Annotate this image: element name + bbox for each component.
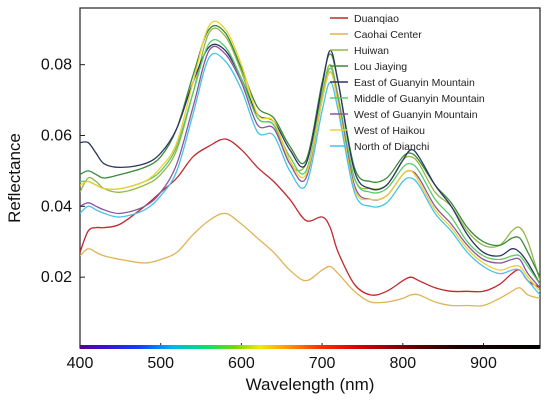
- legend-entry: Middle of Guanyin Mountain: [354, 93, 485, 105]
- legend-entry: Lou Jiaying: [354, 61, 407, 73]
- y-axis-title: Reflectance: [5, 133, 24, 223]
- x-axis-title: Wavelength (nm): [246, 375, 375, 394]
- series-line-6: [80, 38, 540, 285]
- spectrum-color-bar: [80, 345, 540, 349]
- x-tick-label: 800: [389, 355, 416, 372]
- x-tick-label: 600: [228, 355, 255, 372]
- series-line-5: [80, 43, 540, 285]
- series-line-2: [80, 212, 540, 307]
- series-line-8: [80, 20, 540, 292]
- y-tick-label: 0.04: [41, 198, 72, 215]
- y-tick-label: 0.06: [41, 128, 72, 145]
- x-tick-label: 500: [147, 355, 174, 372]
- legend-entry: Caohai Center: [354, 29, 422, 41]
- series-layer: [80, 20, 540, 307]
- y-tick-label: 0.02: [41, 269, 72, 286]
- x-tick-label: 400: [67, 355, 94, 372]
- legend-entry: East of Guanyin Mountain: [354, 77, 475, 89]
- legend: Duanqiao Caohai Center Huiwan Lou Jiaying Ea…: [330, 13, 485, 153]
- x-tick-label: 900: [470, 355, 497, 372]
- legend-entry: West of Guanyin Mountain: [354, 109, 478, 121]
- legend-entry: West of Haikou: [354, 125, 425, 137]
- legend-entry: Huiwan: [354, 45, 389, 57]
- ticks-layer: 400 500 600 700 800 900 0.02 0.04 0.06 0.08: [41, 57, 497, 372]
- legend-entry: Duanqiao: [354, 13, 399, 25]
- series-line-3: [80, 27, 540, 281]
- series-line-1: [80, 138, 540, 296]
- x-tick-label: 700: [309, 355, 336, 372]
- series-line-9: [80, 52, 540, 296]
- y-tick-label: 0.08: [41, 57, 72, 74]
- legend-entry: North of Dianchi: [354, 141, 429, 153]
